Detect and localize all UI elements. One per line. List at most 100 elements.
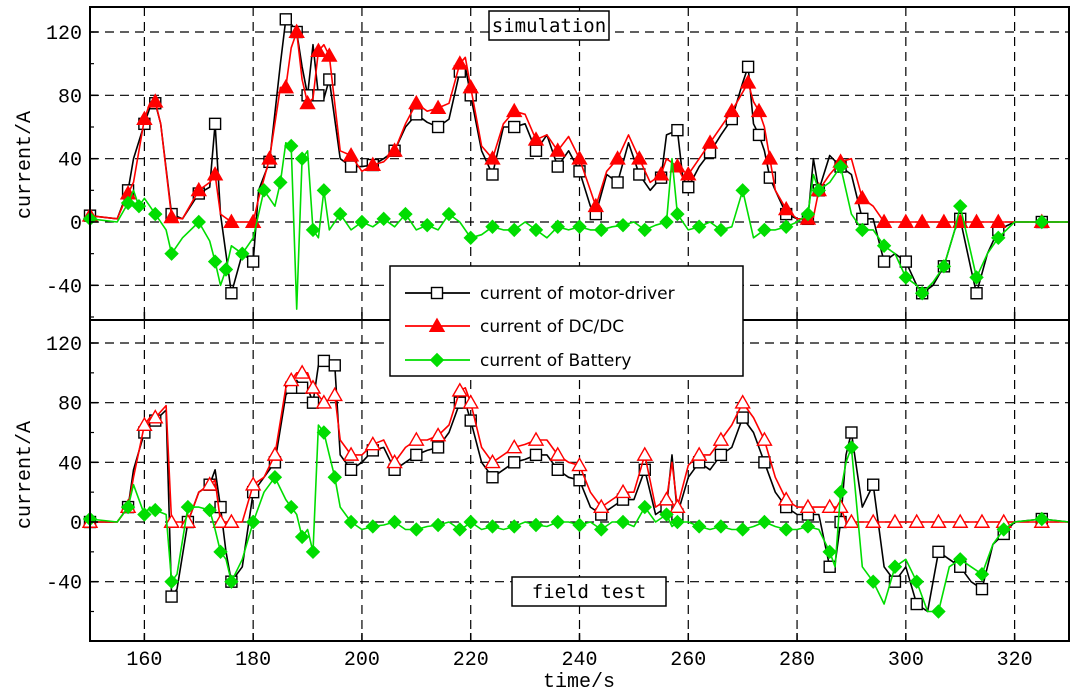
data-point xyxy=(506,102,523,118)
data-point xyxy=(587,197,605,213)
data-point xyxy=(328,359,341,372)
data-point xyxy=(888,575,902,588)
data-point xyxy=(701,134,719,149)
data-point xyxy=(451,55,469,70)
data-point xyxy=(876,238,892,253)
data-point xyxy=(484,453,501,469)
data-point xyxy=(800,519,816,534)
data-point xyxy=(637,499,652,515)
data-point xyxy=(615,514,631,530)
data-point xyxy=(507,222,522,238)
data-point xyxy=(506,439,523,454)
legend-marker xyxy=(429,352,445,368)
data-point xyxy=(973,513,991,528)
data-point xyxy=(245,514,261,530)
data-point xyxy=(364,436,382,451)
data-point xyxy=(856,212,869,226)
x-tick-label: 280 xyxy=(779,649,815,672)
data-point xyxy=(131,198,147,214)
data-point xyxy=(953,552,968,567)
data-point xyxy=(342,446,360,461)
data-point xyxy=(854,189,871,205)
legend-label: current of motor-driver xyxy=(480,284,675,304)
data-point xyxy=(952,513,969,528)
y-tick-label: -40 xyxy=(46,276,82,299)
data-point xyxy=(485,519,500,534)
data-point xyxy=(930,513,947,528)
data-point xyxy=(430,517,446,533)
y-tick-label: 0 xyxy=(70,213,82,236)
data-point xyxy=(486,168,499,181)
data-point xyxy=(975,582,989,596)
data-point xyxy=(865,574,881,589)
data-point xyxy=(223,513,240,528)
data-point xyxy=(658,491,675,506)
data-point xyxy=(669,498,686,514)
data-point xyxy=(386,453,403,469)
series-0-field-test xyxy=(83,354,1070,613)
x-tick-label: 240 xyxy=(561,649,597,672)
data-point xyxy=(739,74,757,89)
data-point xyxy=(886,513,904,528)
data-point xyxy=(386,142,403,157)
data-point xyxy=(631,150,648,165)
data-point xyxy=(387,514,402,530)
x-tick-label: 220 xyxy=(453,649,489,672)
data-point xyxy=(486,471,499,484)
data-point xyxy=(429,99,447,114)
data-point xyxy=(899,255,913,268)
data-point xyxy=(723,102,740,118)
data-point xyxy=(136,110,153,126)
data-point xyxy=(294,151,310,166)
data-point xyxy=(777,491,795,506)
data-point xyxy=(201,476,218,491)
data-point xyxy=(256,183,272,198)
data-point xyxy=(208,117,222,131)
data-point xyxy=(244,476,262,491)
data-point xyxy=(288,23,305,38)
data-point xyxy=(799,498,817,514)
data-point xyxy=(305,222,321,238)
data-point xyxy=(343,514,359,530)
data-point xyxy=(246,255,260,268)
data-point xyxy=(778,522,794,537)
y-ticks-simulation: -40 0 40 80 120 xyxy=(46,23,1016,320)
data-point xyxy=(867,478,880,491)
data-point xyxy=(273,175,288,190)
data-point xyxy=(887,559,903,574)
data-point xyxy=(549,446,566,461)
data-point xyxy=(936,259,952,274)
data-point xyxy=(364,156,382,171)
data-point xyxy=(299,94,316,110)
data-point xyxy=(571,150,588,165)
data-point xyxy=(935,213,953,228)
data-point xyxy=(670,514,685,530)
data-point xyxy=(953,198,968,214)
data-point xyxy=(326,386,343,402)
data-point xyxy=(594,522,609,537)
data-point xyxy=(752,128,766,142)
data-point xyxy=(1034,214,1050,230)
data-point xyxy=(757,514,772,530)
data-point xyxy=(147,409,164,424)
data-point xyxy=(323,73,336,86)
data-point xyxy=(682,180,695,194)
y-tick-label: -40 xyxy=(46,573,82,596)
data-point xyxy=(223,213,240,228)
data-point xyxy=(212,513,229,528)
data-point xyxy=(507,519,522,534)
data-point xyxy=(996,522,1011,537)
data-point xyxy=(180,499,196,515)
data-point xyxy=(316,183,332,198)
data-point xyxy=(527,131,545,146)
title-box-field-test: field test xyxy=(511,576,667,607)
data-point xyxy=(284,138,299,154)
data-point xyxy=(431,441,445,454)
x-ticks: 160 180 200 220 240 260 280 300 320 xyxy=(126,633,1033,672)
data-point xyxy=(652,166,670,181)
data-point xyxy=(594,222,609,238)
y-axis-label-simulation: current/A xyxy=(14,111,37,219)
y-tick-label: 80 xyxy=(58,394,82,417)
legend-label: current of DC/DC xyxy=(480,317,624,337)
data-point xyxy=(691,519,707,534)
